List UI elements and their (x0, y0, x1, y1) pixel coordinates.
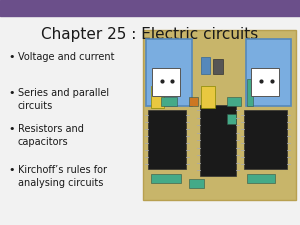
Bar (152, 68, 180, 96)
Text: Series and parallel
circuits: Series and parallel circuits (18, 88, 109, 111)
Text: •: • (8, 88, 14, 98)
Text: •: • (8, 165, 14, 175)
Bar (189, 97, 198, 106)
Text: •: • (8, 52, 14, 62)
Bar (189, 179, 204, 188)
Text: Voltage and current: Voltage and current (18, 52, 115, 62)
Bar (148, 110, 186, 169)
Bar (244, 110, 287, 169)
Bar (201, 86, 215, 108)
Bar (151, 174, 181, 183)
Bar (247, 79, 253, 106)
Bar (227, 114, 236, 124)
Bar (143, 30, 296, 200)
Text: Kirchoff’s rules for
analysing circuits: Kirchoff’s rules for analysing circuits (18, 165, 107, 188)
Bar (245, 38, 291, 106)
Bar (201, 57, 210, 74)
Bar (227, 97, 241, 106)
Bar (151, 86, 164, 108)
Bar (0, 0, 300, 16)
Bar (200, 105, 236, 176)
Bar (213, 59, 223, 74)
Bar (251, 68, 280, 96)
Text: •: • (8, 124, 14, 134)
Text: Chapter 25 : Electric circuits: Chapter 25 : Electric circuits (41, 27, 259, 42)
Bar (146, 38, 192, 106)
Bar (161, 97, 177, 106)
Text: Resistors and
capacitors: Resistors and capacitors (18, 124, 84, 147)
Bar (247, 174, 274, 183)
